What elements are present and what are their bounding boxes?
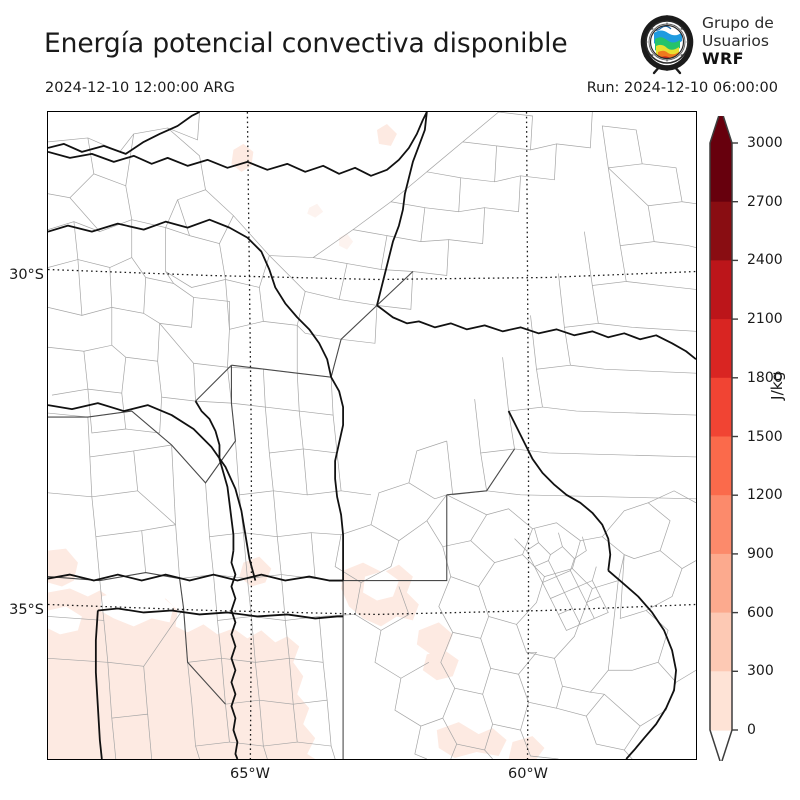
colorbar-tick-1500: 1500 <box>747 428 783 445</box>
xtick-label-65w: 65°W <box>229 766 271 782</box>
colorbar-tick-0: 0 <box>747 722 756 738</box>
colorbar-tick-3000: 3000 <box>747 135 783 151</box>
logo-block: Grupo de Usuarios WRF <box>636 13 788 75</box>
logo-line-3: WRF <box>702 49 744 68</box>
colorbar-tick-1200: 1200 <box>747 487 783 504</box>
map-plot-area[interactable] <box>47 111 697 760</box>
colorbar-tick-900: 900 <box>747 545 774 562</box>
colorbar-tick-2700: 2700 <box>747 193 783 210</box>
logo-line-2: Usuarios <box>702 32 769 50</box>
province-boundaries <box>48 271 516 759</box>
valid-time-label: 2024-12-10 12:00:00 ARG <box>45 80 235 96</box>
cape-shading-layer <box>48 123 545 759</box>
colorbar-tick-300: 300 <box>747 663 774 680</box>
colorbar-unit-label: J/kg <box>768 371 786 400</box>
gridline-lat-30s <box>48 268 696 281</box>
xtick-label-60w: 60°W <box>507 766 549 782</box>
page-title: Energía potencial convectiva disponible <box>44 28 568 59</box>
country-boundaries <box>48 112 696 759</box>
logo-line-1: Grupo de <box>702 14 774 32</box>
ytick-label-35s: 35°S <box>9 602 44 618</box>
logo-text: Grupo de Usuarios WRF <box>702 14 788 68</box>
colorbar-gradient <box>709 116 738 761</box>
colorbar[interactable]: 0 300 600 900 1200 1500 1800 2100 2400 2700 3000 <box>706 116 783 761</box>
ytick-label-30s: 30°S <box>9 267 44 283</box>
map-canvas <box>48 112 696 759</box>
colorbar-tick-2100: 2100 <box>747 311 783 328</box>
run-time-label: Run: 2024-12-10 06:00:00 <box>586 80 778 96</box>
globe-seal-icon <box>640 15 694 75</box>
colorbar-tick-1800: 1800 <box>747 369 783 386</box>
colorbar-tick-2400: 2400 <box>747 252 783 269</box>
colorbar-tick-600: 600 <box>747 604 774 621</box>
